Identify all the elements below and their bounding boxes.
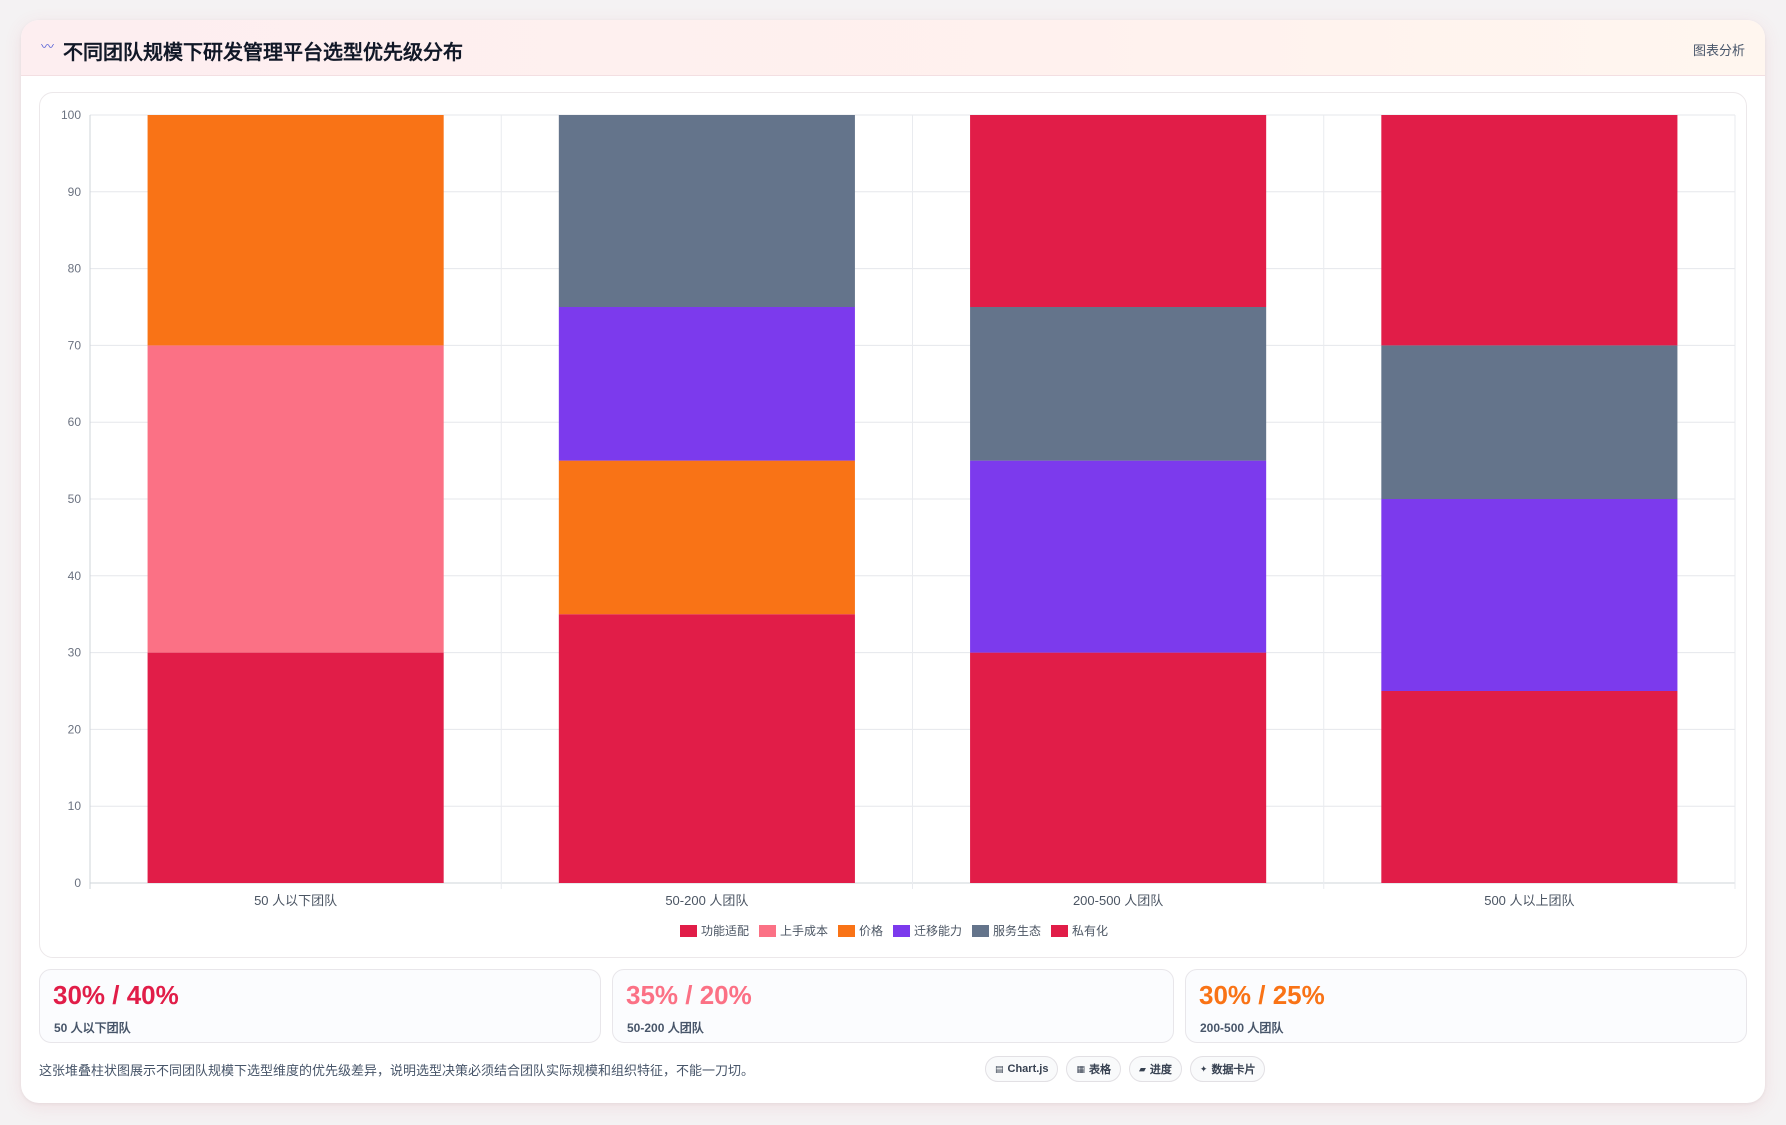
- chip-label: 进度: [1149, 1064, 1172, 1076]
- bar-segment: [970, 307, 1267, 461]
- bar-segment: [1381, 691, 1678, 883]
- chip-label: 表格: [1089, 1064, 1111, 1076]
- chip-row: ▤ Chart.js ▦ 表格 ▰ 进度 ✦ 数据卡片: [985, 1056, 1266, 1082]
- bar-segment: [1381, 115, 1678, 346]
- legend-swatch: [680, 925, 697, 937]
- stat-label: 200-500 人团队: [1200, 1021, 1284, 1035]
- stat-card-1: 30% / 40% 50 人以下团队: [39, 969, 601, 1043]
- bar-segment: [970, 652, 1267, 883]
- y-tick-label: 90: [68, 185, 82, 199]
- progress-icon: ▰: [1139, 1063, 1146, 1074]
- y-tick-label: 20: [68, 722, 82, 736]
- chart-icon: ▤: [995, 1063, 1004, 1074]
- stat-value: 35% / 20%: [626, 980, 752, 1010]
- x-tick-label: 500 人以上团队: [1484, 893, 1574, 908]
- legend-swatch: [972, 925, 989, 937]
- legend-swatch: [759, 925, 776, 937]
- bar-segment: [1381, 345, 1678, 499]
- y-tick-label: 80: [68, 262, 82, 276]
- footer-note: 这张堆叠柱状图展示不同团队规模下选型维度的优先级差异，说明选型决策必须结合团队实…: [39, 1063, 755, 1078]
- card-icon: ✦: [1199, 1063, 1208, 1074]
- bar-segment: [558, 614, 855, 883]
- legend-label: 服务生态: [993, 923, 1041, 938]
- chip-table[interactable]: ▦ 表格: [1066, 1056, 1121, 1082]
- legend-label: 上手成本: [780, 924, 828, 938]
- stat-value: 30% / 40%: [53, 980, 179, 1010]
- page-title: 不同团队规模下研发管理平台选型优先级分布: [63, 42, 463, 64]
- chip-progress[interactable]: ▰ 进度: [1129, 1056, 1182, 1082]
- bar-segment: [970, 115, 1267, 307]
- table-icon: ▦: [1076, 1063, 1085, 1074]
- chip-label: 数据卡片: [1211, 1064, 1256, 1076]
- stat-label: 50-200 人团队: [627, 1021, 704, 1035]
- y-tick-label: 70: [68, 338, 82, 352]
- stat-value: 30% / 25%: [1199, 980, 1325, 1010]
- x-tick-label: 50-200 人团队: [665, 893, 748, 908]
- legend-swatch: [1051, 925, 1068, 937]
- y-tick-label: 30: [68, 646, 82, 660]
- y-tick-label: 40: [68, 569, 82, 583]
- y-tick-label: 10: [68, 799, 82, 813]
- chart-analysis-link[interactable]: 图表分析: [1692, 43, 1745, 58]
- bar-segment: [147, 652, 444, 883]
- bar-segment: [970, 460, 1267, 653]
- bar-segment: [558, 307, 855, 461]
- chart-line-icon: 〰: [41, 39, 55, 54]
- stat-card-3: 30% / 25% 200-500 人团队: [1185, 969, 1747, 1043]
- bar-segment: [147, 345, 444, 653]
- x-tick-label: 50 人以下团队: [254, 893, 337, 908]
- stacked-bar-chart: 0 10 20 30 40 50 60 70 80 90 100 50 人以下团队 50-200 人团队…: [61, 108, 1736, 938]
- chip-data-card[interactable]: ✦ 数据卡片: [1189, 1056, 1266, 1082]
- legend-swatch: [838, 925, 855, 937]
- chip-chartjs[interactable]: ▤ Chart.js: [985, 1056, 1059, 1082]
- legend-label: 迁移能力: [914, 924, 962, 938]
- y-tick-label: 100: [61, 108, 81, 122]
- card-header: 〰 不同团队规模下研发管理平台选型优先级分布 图表分析: [21, 20, 1765, 76]
- stat-label: 50 人以下团队: [54, 1021, 131, 1035]
- bar-segment: [558, 460, 855, 615]
- legend-swatch: [893, 925, 910, 937]
- stat-card-2: 35% / 20% 50-200 人团队: [612, 969, 1174, 1043]
- bar-segment: [147, 115, 444, 346]
- x-tick-label: 200-500 人团队: [1073, 893, 1163, 908]
- chart-card: 〰 不同团队规模下研发管理平台选型优先级分布 图表分析 0 10 20 30 40 50 6…: [21, 20, 1765, 1103]
- bar-segment: [1381, 499, 1678, 691]
- legend-label: 价格: [859, 923, 883, 938]
- legend-label: 功能适配: [701, 924, 749, 938]
- bar-segment: [558, 115, 855, 307]
- y-tick-label: 50: [68, 492, 82, 506]
- chart-container: 0 10 20 30 40 50 60 70 80 90 100 50 人以下团队 50-200 人团队…: [39, 92, 1747, 958]
- y-tick-label: 60: [68, 415, 82, 429]
- y-tick-label: 0: [74, 876, 81, 890]
- chip-label: Chart.js: [1007, 1063, 1049, 1075]
- legend-label: 私有化: [1072, 924, 1108, 938]
